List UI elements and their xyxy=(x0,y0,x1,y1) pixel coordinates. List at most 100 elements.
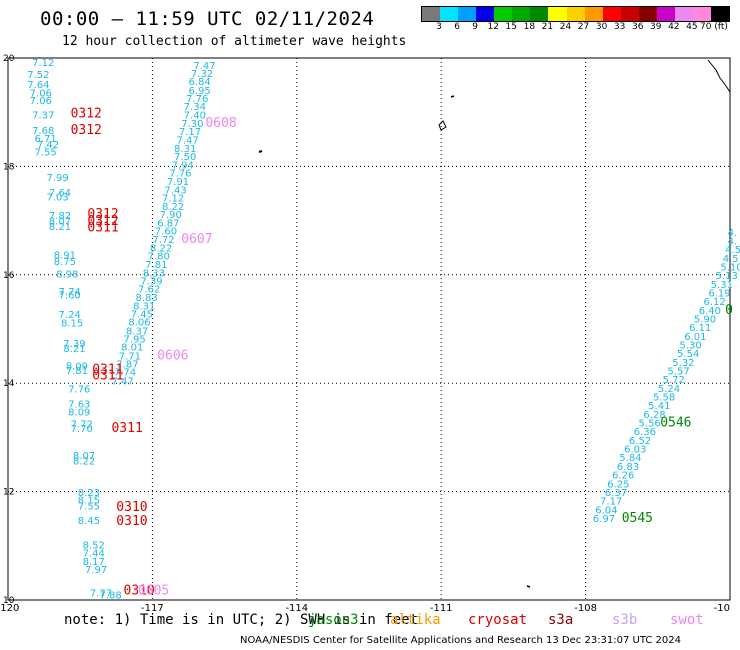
wave-height-value: 7.47 xyxy=(111,376,133,387)
colorbar-label: 15 xyxy=(505,22,518,32)
pass-time-stamp: 0310 xyxy=(116,500,147,515)
wave-height-value: 7.94 xyxy=(172,161,194,172)
colorbar-swatch xyxy=(692,7,711,21)
wave-height-value: 7.74 xyxy=(114,368,136,379)
wave-height-value: 6.83 xyxy=(617,462,639,473)
altimeter-tracks: 7.127.527.647.067.067.377.686.717.427.55… xyxy=(27,58,740,601)
wave-height-value: 8.52 xyxy=(83,541,105,552)
pass-time-stamp: 0312 xyxy=(71,107,102,122)
pass-time-stamp: 0311 xyxy=(87,220,118,235)
wave-height-value: 8.21 xyxy=(63,344,85,355)
legend-swot: swot xyxy=(670,612,704,628)
colorbar-label: 6 xyxy=(454,22,460,32)
wave-height-value: 7.70 xyxy=(71,424,93,435)
wave-height-value: 7.74 xyxy=(59,287,81,298)
pass-time-stamp: 0546 xyxy=(660,416,691,431)
longitude-labels: -120 -117 -114 -111 -108 -10 xyxy=(0,603,730,614)
wave-height-value: 7.55 xyxy=(34,148,56,159)
wave-height-value: 7.64 xyxy=(27,80,49,91)
colorbar-swatch xyxy=(440,7,459,21)
wave-height-value: 8.15 xyxy=(61,318,83,329)
wave-height-value: 7.77 xyxy=(90,589,112,600)
legend-cryosat: cryosat xyxy=(468,612,528,628)
wave-height-value: 8.07 xyxy=(73,451,95,462)
wave-height-value: 7.37 xyxy=(32,111,54,122)
colorbar-label: 33 xyxy=(613,22,626,32)
wave-height-value: 7.76 xyxy=(68,384,90,395)
colorbar-swatch xyxy=(476,7,495,21)
wave-height-value: 8.37 xyxy=(126,326,148,337)
wave-height-value: 7.76 xyxy=(186,94,208,105)
latitude-labels: 20 18 16 14 12 10 xyxy=(3,54,15,606)
wave-height-value: 5.30 xyxy=(679,341,701,352)
wave-height-value: 6.04 xyxy=(595,505,617,516)
colorbar-label: 27 xyxy=(577,22,590,32)
wave-height-value: 5.58 xyxy=(653,393,675,404)
legend-s3b: s3b xyxy=(612,612,638,628)
wave-height-value: 7.87 xyxy=(116,359,138,370)
wave-height-value: 7.91 xyxy=(167,177,189,188)
pass-time-stamp: 0606 xyxy=(157,348,188,363)
wave-height-value: 6.11 xyxy=(689,323,711,334)
colorbar-swatch xyxy=(530,7,549,21)
wave-height-value: 8.09 xyxy=(68,408,90,419)
colorbar-swatch xyxy=(566,7,585,21)
longitude-label: -10 xyxy=(714,603,730,614)
wave-height-value: 6.40 xyxy=(699,306,721,317)
wave-height-value: 7.42 xyxy=(37,140,59,151)
wave-height-value: 4.5 xyxy=(725,245,740,256)
colorbar-label: 42 xyxy=(668,22,680,32)
longitude-label: -111 xyxy=(430,603,453,614)
wave-height-value: 8.22 xyxy=(162,202,184,213)
colorbar-label: 12 xyxy=(487,22,499,32)
wave-height-value: 6.37 xyxy=(605,488,627,499)
wave-height-value: 5.24 xyxy=(658,384,680,395)
wave-height-value: 8.17 xyxy=(83,557,105,568)
wave-height-value: 6.26 xyxy=(612,471,634,482)
wave-height-value: 5.56 xyxy=(639,419,661,430)
wave-height-value: 5.41 xyxy=(648,401,670,412)
wave-height-value: 7.34 xyxy=(184,102,206,113)
wave-height-value: 6.12 xyxy=(704,297,726,308)
wave-height-value: 6.71 xyxy=(34,134,56,145)
wave-height-value: 7.88 xyxy=(99,590,121,601)
wave-height-colorbar xyxy=(421,6,730,22)
pass-time-stamp: 0311 xyxy=(111,421,142,436)
latitude-label: 18 xyxy=(3,162,15,172)
wave-height-value: 7.63 xyxy=(68,400,90,411)
wave-height-value: 7.55 xyxy=(78,501,100,512)
pass-time-stamp: 0310 xyxy=(124,584,155,599)
wave-height-value: 8.91 xyxy=(54,251,76,262)
wave-height-value: 5.84 xyxy=(619,453,641,464)
wave-height-value: 6.28 xyxy=(643,410,665,421)
wave-height-value: 7.39 xyxy=(140,277,162,288)
pass-time-stamp: 0311 xyxy=(92,368,123,383)
wave-height-value: 8.83 xyxy=(136,293,158,304)
wave-height-value: 7.12 xyxy=(32,58,54,69)
latitude-label: 10 xyxy=(3,596,15,606)
pass-time-stamp: 0310 xyxy=(116,514,147,529)
wave-height-value: 7.52 xyxy=(27,70,49,81)
colorbar-swatch xyxy=(422,7,441,21)
longitude-label: -108 xyxy=(574,603,597,614)
colorbar-labels: 3 6 9 12 15 18 21 24 27 30 33 36 39 42 45 70 (ft) xyxy=(421,22,728,34)
wave-height-value: 8.15 xyxy=(78,496,100,507)
legend-jason3: jason3 xyxy=(308,612,359,628)
colorbar-swatch xyxy=(711,7,730,21)
colorbar-label: 36 xyxy=(631,22,644,32)
wave-height-value: 7.60 xyxy=(59,291,81,302)
wave-height-value: 8.22 xyxy=(73,457,95,468)
wave-height-value: 7.81 xyxy=(66,366,88,377)
wave-height-value: 8.06 xyxy=(128,318,150,329)
colorbar-label: 45 xyxy=(686,22,698,32)
wave-height-value: 8.33 xyxy=(143,268,165,279)
wave-height-value: 8.01 xyxy=(121,343,143,354)
wave-height-value: 8.75 xyxy=(54,257,76,268)
wave-height-value: 6.52 xyxy=(629,436,651,447)
wave-height-value: 7.47 xyxy=(176,136,198,147)
credit-line: NOAA/NESDIS Center for Satellite Applica… xyxy=(240,635,682,646)
colorbar-label: 3 xyxy=(436,22,442,32)
wave-height-value: 4. xyxy=(728,236,738,247)
colorbar-swatch xyxy=(458,7,477,21)
